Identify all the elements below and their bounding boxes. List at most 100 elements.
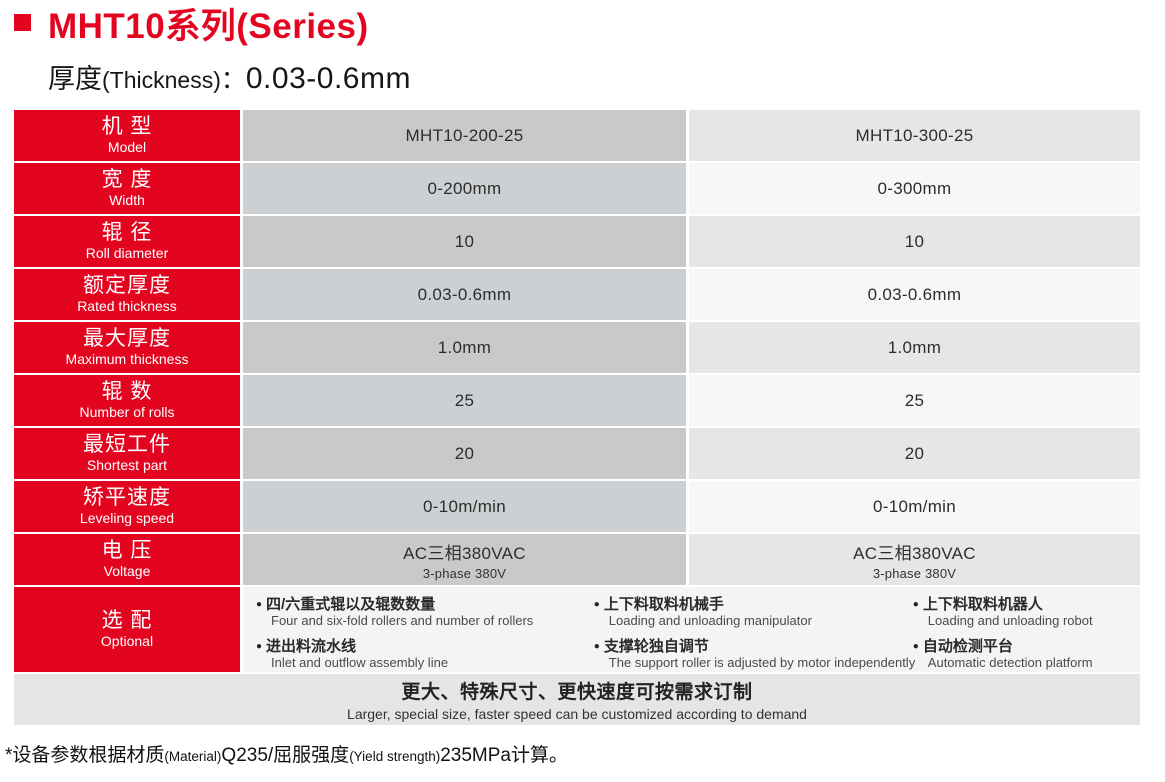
bullet-icon: ● — [593, 599, 600, 610]
row-label-number-of-rolls: 辊 数 Number of rolls — [14, 375, 240, 426]
cell-rated-thickness-col2: 0.03-0.6mm — [689, 269, 1140, 320]
optional-item: ● 支撑轮独自调节 The support roller is adjusted … — [593, 637, 915, 672]
row-label-en: Rated thickness — [77, 298, 177, 315]
red-square-icon — [14, 14, 31, 31]
optional-item: ● 四/六重式辊以及辊数数量 Four and six-fold rollers … — [256, 596, 594, 630]
footnote-part: Q235/屈服强度 — [221, 745, 350, 766]
row-label-rated-thickness: 额定厚度 Rated thickness — [14, 269, 240, 320]
row-label-en: Roll diameter — [85, 245, 169, 262]
page-title: MHT10系列(Series) — [48, 7, 369, 46]
cell-rated-thickness-col1: 0.03-0.6mm — [243, 269, 686, 320]
bullet-icon: ● — [912, 599, 919, 610]
row-label-cn: 辊 数 — [101, 380, 153, 404]
table-row-shortest-part: 最短工件 Shortest part 20 20 — [14, 428, 1140, 479]
optional-column-3: ● 上下料取料机器人 Loading and unloading robot ● 自… — [913, 596, 1140, 671]
row-label-cn: 矫平速度 — [83, 486, 171, 510]
optional-item: ● 进出料流水线 Inlet and outflow assembly line — [256, 638, 594, 672]
optional-item-en: Loading and unloading manipulator — [608, 613, 812, 629]
optional-item: ● 上下料取料机械手 Loading and unloading manipula… — [594, 596, 913, 630]
voltage-sub: 3-phase 380V — [872, 565, 957, 581]
optional-items-cell: ● 四/六重式辊以及辊数数量 Four and six-fold rollers … — [243, 587, 1140, 672]
row-label-en: Maximum thickness — [65, 351, 189, 368]
footnote-part: (Material) — [164, 749, 222, 764]
cell-shortest-part-col2: 20 — [689, 428, 1140, 479]
cell-model-col2: MHT10-300-25 — [689, 110, 1140, 161]
row-label-width: 宽 度 Width — [14, 163, 240, 214]
customized-note-en: Larger, special size, faster speed can b… — [347, 706, 807, 722]
row-label-cn: 机 型 — [101, 115, 153, 139]
voltage-sub: 3-phase 380V — [422, 565, 507, 581]
cell-leveling-speed-col2: 0-10m/min — [689, 481, 1140, 532]
row-label-cn: 电 压 — [101, 539, 153, 563]
row-label-cn: 最短工件 — [83, 433, 171, 457]
row-label-model: 机 型 Model — [14, 110, 240, 161]
optional-item-cn: 上下料取料机器人 — [922, 596, 1043, 613]
cell-roll-diameter-col1: 10 — [243, 216, 686, 267]
customized-note-cn: 更大、特殊尺寸、更快速度可按需求订制 — [401, 682, 753, 703]
table-row-model: 机 型 Model MHT10-200-25 MHT10-300-25 — [14, 110, 1140, 161]
row-label-cn: 宽 度 — [101, 168, 153, 192]
cell-leveling-speed-col1: 0-10m/min — [243, 481, 686, 532]
cell-shortest-part-col1: 20 — [243, 428, 686, 479]
table-row-leveling-speed: 矫平速度 Leveling speed 0-10m/min 0-10m/min — [14, 481, 1140, 532]
subtitle-en: (Thickness) — [102, 67, 221, 93]
thickness-subtitle: 厚度(Thickness)：0.03-0.6mm — [48, 57, 411, 96]
row-label-cn: 额定厚度 — [83, 274, 171, 298]
row-label-roll-diameter: 辊 径 Roll diameter — [14, 216, 240, 267]
row-label-optional: 选 配 Optional — [14, 587, 240, 672]
material-footnote: *设备参数根据材质(Material)Q235/屈服强度(Yield stren… — [5, 740, 568, 767]
bullet-icon: ● — [256, 599, 263, 610]
row-label-cn: 选 配 — [101, 609, 153, 633]
title-row: MHT10系列(Series) — [14, 7, 369, 47]
footnote-part: 235MPa计算。 — [440, 745, 569, 766]
table-row-roll-diameter: 辊 径 Roll diameter 10 10 — [14, 216, 1140, 267]
voltage-main: AC三相380VAC — [403, 543, 526, 563]
optional-item: ● 自动检测平台 Automatic detection platform — [913, 638, 1140, 672]
optional-item-en: Four and six-fold rollers and number of … — [271, 613, 534, 629]
subtitle-cn: 厚度 — [48, 64, 102, 94]
cell-width-col1: 0-200mm — [243, 163, 686, 214]
row-label-voltage: 电 压 Voltage — [14, 534, 240, 585]
cell-width-col2: 0-300mm — [689, 163, 1140, 214]
cell-roll-diameter-col2: 10 — [689, 216, 1140, 267]
footnote-part: *设备参数根据材质 — [5, 745, 165, 766]
cell-number-of-rolls-col1: 25 — [243, 375, 686, 426]
optional-item-cn: 上下料取料机械手 — [603, 596, 724, 613]
cell-voltage-col1: AC三相380VAC 3-phase 380V — [243, 534, 686, 585]
optional-item-en: Automatic detection platform — [927, 654, 1093, 670]
voltage-main: AC三相380VAC — [853, 543, 976, 563]
optional-item-en: Inlet and outflow assembly line — [271, 654, 449, 670]
cell-number-of-rolls-col2: 25 — [689, 375, 1140, 426]
optional-item-en: Loading and unloading robot — [927, 613, 1093, 629]
row-label-en: Optional — [100, 633, 154, 650]
table-row-number-of-rolls: 辊 数 Number of rolls 25 25 — [14, 375, 1140, 426]
cell-maximum-thickness-col2: 1.0mm — [689, 322, 1140, 373]
row-label-en: Model — [107, 139, 147, 156]
optional-item-cn: 进出料流水线 — [266, 637, 357, 655]
row-label-en: Voltage — [103, 563, 151, 580]
cell-model-col1: MHT10-200-25 — [243, 110, 686, 161]
row-label-en: Shortest part — [86, 457, 168, 474]
optional-column-1: ● 四/六重式辊以及辊数数量 Four and six-fold rollers … — [256, 596, 594, 671]
row-label-en: Leveling speed — [79, 510, 175, 527]
bullet-icon: ● — [912, 640, 919, 652]
table-row-rated-thickness: 额定厚度 Rated thickness 0.03-0.6mm 0.03-0.6… — [14, 269, 1140, 320]
table-row-optional: 选 配 Optional ● 四/六重式辊以及辊数数量 Four and six-… — [14, 587, 1140, 672]
row-label-cn: 最大厚度 — [83, 327, 171, 351]
table-row-maximum-thickness: 最大厚度 Maximum thickness 1.0mm 1.0mm — [14, 322, 1140, 373]
bullet-icon: ● — [593, 640, 600, 652]
footnote-part: (Yield strength) — [349, 749, 441, 764]
table-row-width: 宽 度 Width 0-200mm 0-300mm — [14, 163, 1140, 214]
subtitle-colon: ： — [220, 66, 246, 94]
table-row-voltage: 电 压 Voltage AC三相380VAC 3-phase 380V AC三相… — [14, 534, 1140, 585]
bullet-icon: ● — [256, 640, 263, 652]
cell-voltage-col2: AC三相380VAC 3-phase 380V — [689, 534, 1140, 585]
optional-item: ● 上下料取料机器人 Loading and unloading robot — [913, 596, 1140, 630]
optional-item-cn: 四/六重式辊以及辊数数量 — [266, 596, 436, 613]
optional-item-cn: 支撑轮独自调节 — [603, 637, 709, 655]
optional-column-2: ● 上下料取料机械手 Loading and unloading manipula… — [593, 596, 915, 672]
customized-note-row: 更大、特殊尺寸、更快速度可按需求订制 Larger, special size,… — [14, 674, 1140, 725]
row-label-leveling-speed: 矫平速度 Leveling speed — [14, 481, 240, 532]
row-label-shortest-part: 最短工件 Shortest part — [14, 428, 240, 479]
